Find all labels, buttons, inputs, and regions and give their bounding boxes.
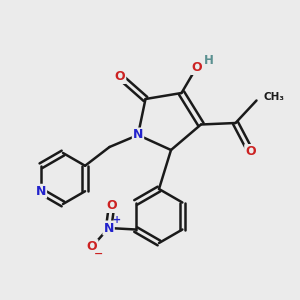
- Text: O: O: [245, 145, 256, 158]
- Text: O: O: [191, 61, 202, 74]
- Text: −: −: [94, 249, 104, 259]
- Text: CH₃: CH₃: [264, 92, 285, 103]
- Text: H: H: [204, 54, 214, 68]
- Text: O: O: [106, 199, 117, 212]
- Text: N: N: [36, 185, 46, 198]
- Text: O: O: [87, 240, 98, 253]
- Text: O: O: [115, 70, 125, 83]
- Text: N: N: [103, 221, 114, 235]
- Text: +: +: [113, 214, 121, 225]
- Text: N: N: [133, 128, 143, 142]
